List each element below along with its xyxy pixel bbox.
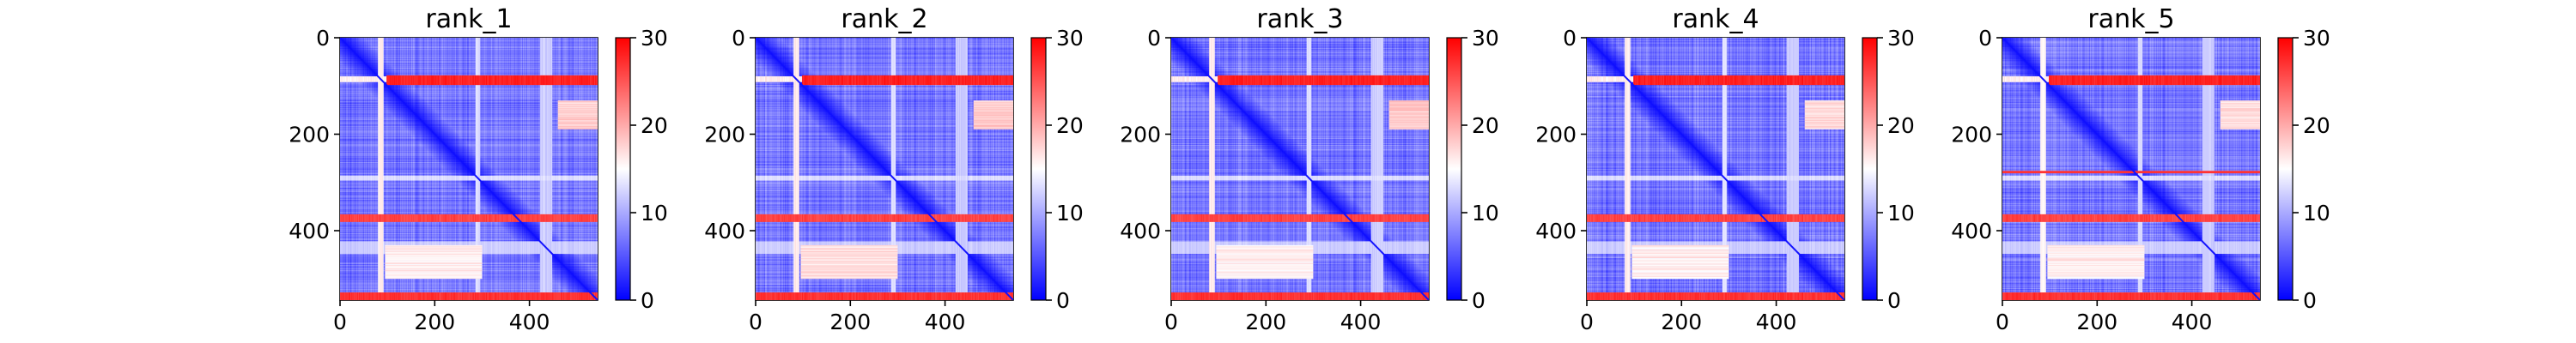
colorbar-tick-label: 10 — [1887, 201, 1915, 226]
colorbar-tick-label: 10 — [2303, 201, 2330, 226]
heatmap-image — [1171, 38, 1429, 300]
colorbar-tick-label: 20 — [1472, 113, 1499, 138]
y-tick-label: 0 — [1978, 26, 1992, 51]
colorbar-tick-label: 30 — [1887, 26, 1915, 51]
x-tick-label: 0 — [749, 310, 762, 334]
x-tick-label: 200 — [1245, 310, 1286, 334]
x-tick-label: 400 — [1756, 310, 1797, 334]
colorbar — [1446, 37, 1462, 301]
y-tick-label: 200 — [1535, 123, 1577, 147]
y-tick-label: 0 — [1563, 26, 1577, 51]
x-tick-label: 400 — [1340, 310, 1382, 334]
y-tick-label: 0 — [316, 26, 330, 51]
colorbar-tick-label: 20 — [2303, 113, 2330, 138]
panel-title: rank_4 — [1672, 4, 1759, 34]
colorbar-tick-label: 10 — [1056, 201, 1084, 226]
colorbar — [615, 37, 631, 301]
panel-title: rank_2 — [841, 4, 927, 34]
colorbar — [1030, 37, 1047, 301]
colorbar — [2277, 37, 2293, 301]
colorbar-tick-label: 0 — [2303, 288, 2317, 313]
heatmap-image — [340, 38, 598, 300]
x-tick-label: 200 — [829, 310, 871, 334]
heatmap-image — [756, 38, 1013, 300]
colorbar-tick-label: 20 — [1887, 113, 1915, 138]
y-tick-label: 400 — [1120, 219, 1161, 244]
heatmap-image — [1587, 38, 1844, 300]
y-tick-label: 200 — [1120, 123, 1161, 147]
colorbar-tick-label: 20 — [1056, 113, 1084, 138]
panel-title: rank_5 — [2087, 4, 2174, 34]
x-tick-label: 200 — [2076, 310, 2117, 334]
colorbar-tick-label: 30 — [1056, 26, 1084, 51]
colorbar-tick-label: 10 — [1472, 201, 1499, 226]
x-tick-label: 400 — [2172, 310, 2213, 334]
x-tick-label: 0 — [1996, 310, 2009, 334]
panel-title: rank_3 — [1256, 4, 1343, 34]
x-tick-label: 400 — [925, 310, 966, 334]
y-tick-label: 200 — [289, 123, 330, 147]
x-tick-label: 0 — [1580, 310, 1594, 334]
y-tick-label: 0 — [1147, 26, 1161, 51]
colorbar-tick-label: 30 — [1472, 26, 1499, 51]
y-tick-label: 200 — [704, 123, 745, 147]
heatmap-panel-4: rank_4 0 200 400 0 200 400 0 10 20 30 — [1535, 4, 1915, 334]
x-tick-label: 0 — [1164, 310, 1178, 334]
colorbar-tick-label: 30 — [641, 26, 668, 51]
x-tick-label: 0 — [333, 310, 347, 334]
y-tick-label: 0 — [732, 26, 745, 51]
heatmap-panel-2: rank_2 0 200 400 0 200 400 0 10 20 30 — [704, 4, 1084, 334]
colorbar-tick-label: 20 — [641, 113, 668, 138]
y-tick-label: 400 — [704, 219, 745, 244]
heatmap-image — [2002, 38, 2260, 300]
x-tick-label: 400 — [509, 310, 550, 334]
colorbar-tick-label: 0 — [641, 288, 654, 313]
y-tick-label: 400 — [289, 219, 330, 244]
colorbar-tick-label: 0 — [1887, 288, 1901, 313]
x-tick-label: 200 — [1661, 310, 1702, 334]
y-tick-label: 400 — [1535, 219, 1577, 244]
x-tick-label: 200 — [414, 310, 455, 334]
colorbar-tick-label: 0 — [1472, 288, 1485, 313]
colorbar-tick-label: 30 — [2303, 26, 2330, 51]
colorbar-tick-label: 0 — [1056, 288, 1070, 313]
panel-title: rank_1 — [425, 4, 512, 34]
colorbar — [1862, 37, 1878, 301]
y-tick-label: 200 — [1951, 123, 1992, 147]
colorbar-tick-label: 10 — [641, 201, 668, 226]
y-tick-label: 400 — [1951, 219, 1992, 244]
heatmap-panel-1: rank_1 0 200 400 0 200 400 0 10 20 30 — [289, 4, 668, 334]
